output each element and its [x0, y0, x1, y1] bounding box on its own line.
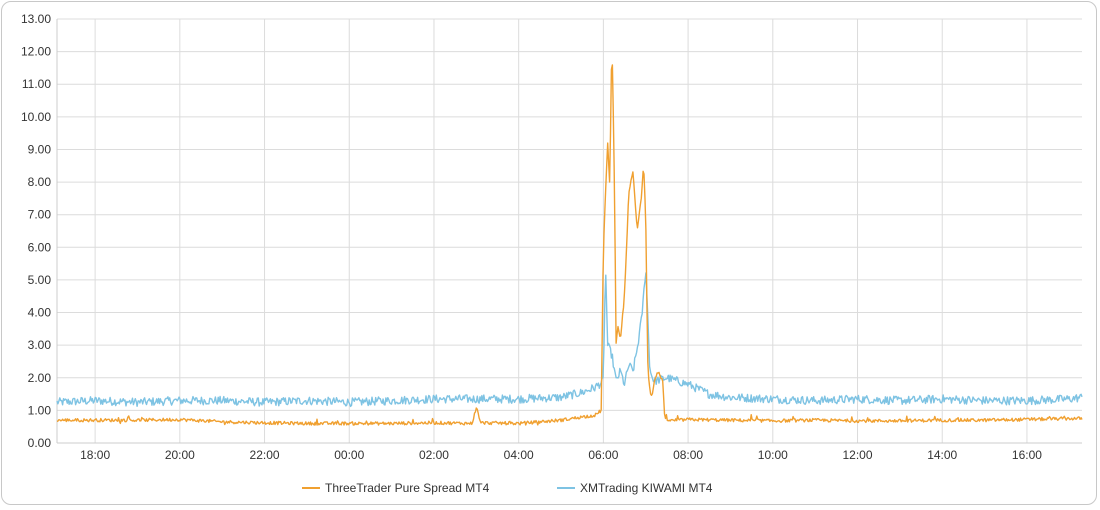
series-lines [56, 64, 1083, 426]
x-tick-label: 02:00 [419, 448, 449, 462]
y-tick-label: 4.00 [28, 306, 52, 320]
y-tick-label: 11.00 [22, 77, 51, 91]
x-tick-label: 00:00 [334, 448, 364, 462]
series-line-0 [56, 64, 1083, 426]
legend-label[interactable]: ThreeTrader Pure Spread MT4 [325, 481, 490, 495]
grid-lines [56, 18, 1082, 444]
y-tick-label: 10.00 [21, 110, 51, 124]
legend-label[interactable]: XMTrading KIWAMI MT4 [580, 481, 713, 495]
x-tick-label: 04:00 [504, 448, 534, 462]
x-tick-label: 10:00 [758, 448, 788, 462]
x-tick-label: 18:00 [80, 448, 110, 462]
y-tick-label: 2.00 [28, 371, 52, 385]
y-tick-label: 1.00 [28, 403, 52, 417]
y-tick-label: 13.00 [21, 12, 51, 26]
y-tick-label: 0.00 [28, 436, 52, 450]
y-tick-label: 9.00 [28, 142, 52, 156]
x-tick-label: 12:00 [843, 448, 873, 462]
x-tick-label: 06:00 [588, 448, 618, 462]
x-tick-label: 22:00 [250, 448, 280, 462]
x-tick-label: 14:00 [927, 448, 957, 462]
x-tick-label: 16:00 [1012, 448, 1042, 462]
axis-labels: 0.00 1.00 2.00 3.00 4.00 5.00 6.00 7.00 8.00 9.00… [21, 12, 1042, 462]
y-tick-label: 6.00 [28, 240, 52, 254]
x-tick-label: 20:00 [165, 448, 195, 462]
y-tick-label: 3.00 [28, 338, 52, 352]
legend: ThreeTrader Pure Spread MT4 XMTrading KIW… [302, 481, 713, 495]
y-tick-label: 8.00 [28, 175, 52, 189]
y-tick-label: 7.00 [28, 208, 52, 222]
x-tick-label: 08:00 [673, 448, 703, 462]
y-tick-label: 5.00 [28, 273, 52, 287]
series-line-1 [56, 272, 1083, 408]
y-tick-label: 12.00 [21, 45, 51, 59]
